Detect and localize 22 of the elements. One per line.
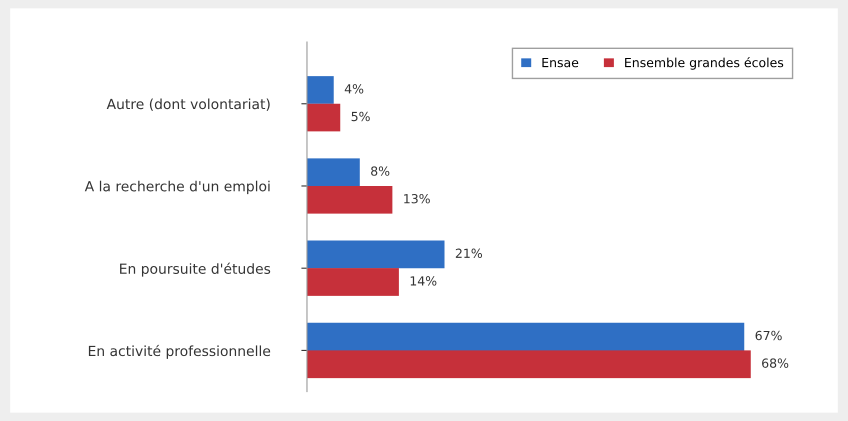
data-label: 14% [410, 276, 436, 286]
legend-label: Ensemble grandes écoles [625, 57, 784, 70]
y-tick-label: En poursuite d'études [120, 262, 270, 277]
bar [306, 268, 399, 296]
data-label: 5% [352, 112, 370, 122]
bar [306, 76, 334, 104]
data-label: 8% [371, 166, 390, 176]
y-tick-label: Autre (dont volontariat) [106, 98, 270, 111]
bar [306, 240, 445, 268]
bar [306, 104, 340, 132]
data-label: 21% [456, 248, 482, 258]
y-tick-label: A la recherche d'un emploi [84, 180, 270, 194]
bar [306, 186, 392, 214]
bar [306, 322, 744, 350]
data-label: 68% [762, 358, 788, 368]
y-tick-label: En activité professionnelle [88, 344, 270, 359]
legend-label: Ensae [542, 58, 578, 68]
bar [306, 158, 360, 186]
data-label: 67% [756, 330, 782, 340]
data-label: 4% [344, 84, 364, 94]
bar [306, 350, 751, 378]
data-label: 13% [404, 194, 430, 204]
